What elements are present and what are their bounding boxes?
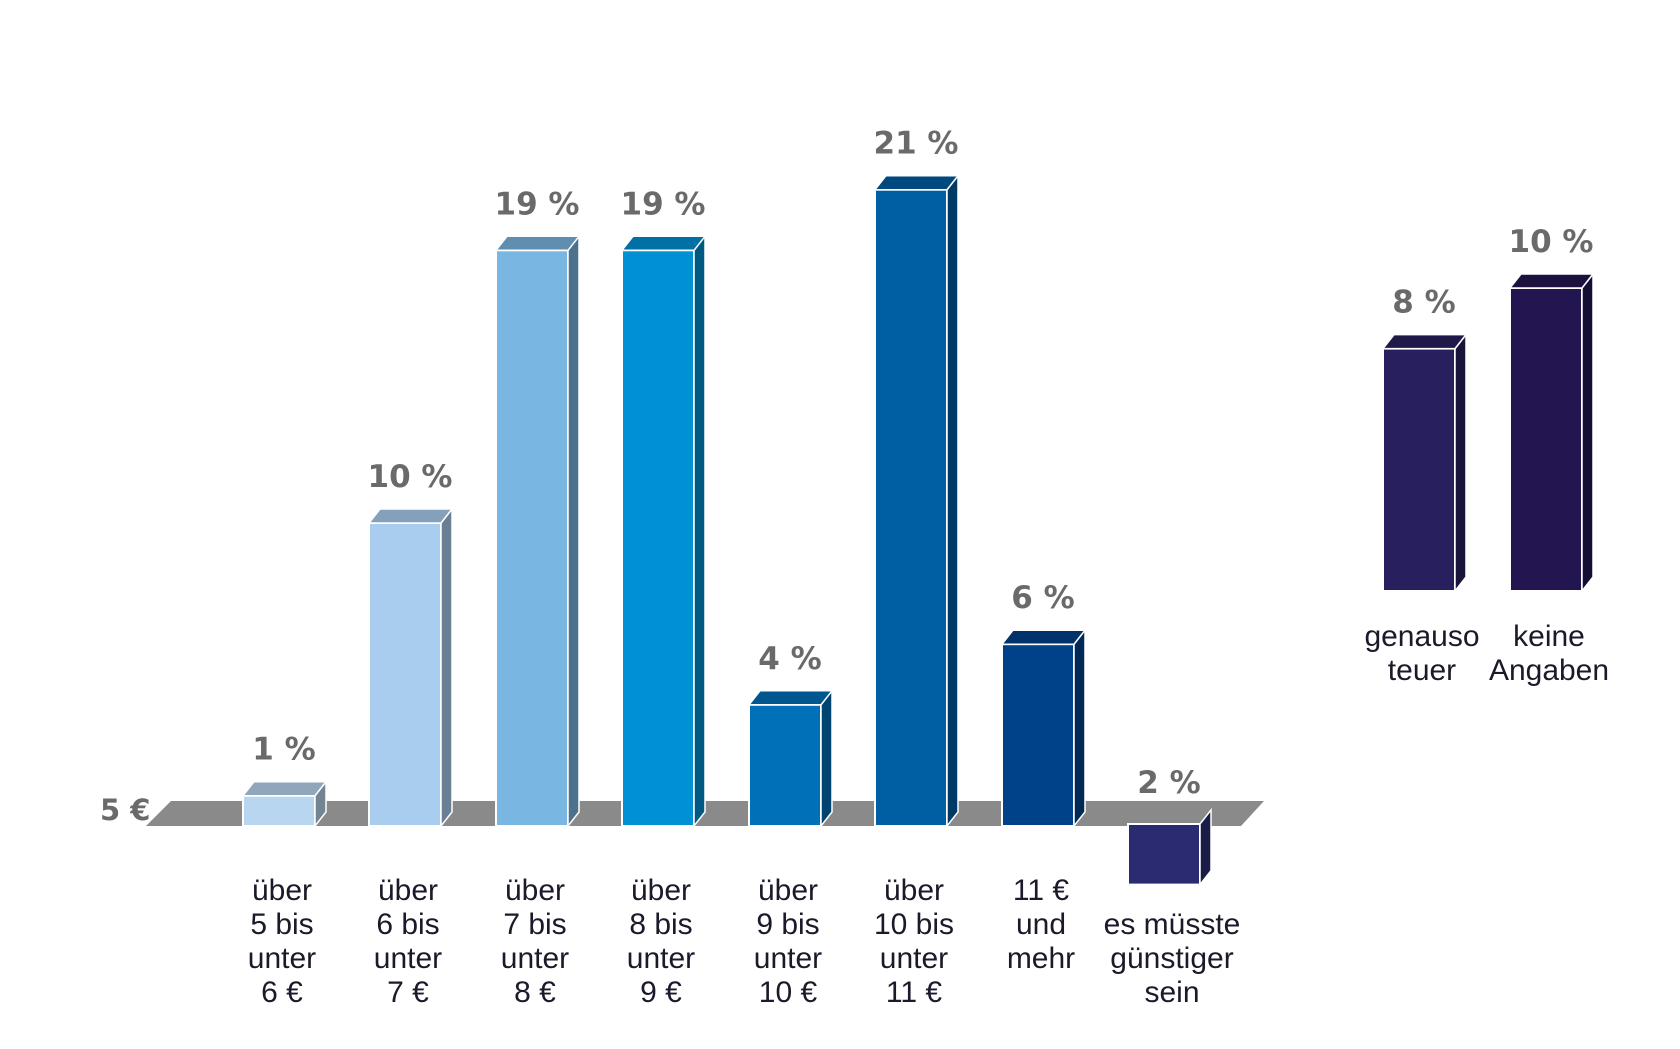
- bar-side-face: [693, 234, 706, 829]
- category-label-line: über: [884, 874, 944, 907]
- category-label-line: unter: [374, 942, 442, 975]
- category-label: über 10 bis unter 11 €: [874, 874, 954, 1009]
- category-label-line: unter: [627, 942, 695, 975]
- bar-front-face: [495, 249, 569, 828]
- category-label: über 7 bis unter 8 €: [501, 874, 569, 1009]
- bar-side-face: [1073, 628, 1086, 829]
- axis-base-label: 5 €: [100, 793, 150, 827]
- bar-top-face: [1508, 273, 1595, 289]
- value-label: 4 %: [758, 641, 821, 677]
- bar-top-face: [1000, 629, 1087, 645]
- bars: [241, 173, 1595, 829]
- category-label-line: 6 bis: [376, 908, 439, 941]
- bar-front-face: [368, 522, 442, 827]
- bar-top-face: [367, 508, 454, 524]
- category-label-line: 8 €: [514, 976, 556, 1009]
- value-label: 19 %: [621, 186, 706, 222]
- bar-top-face: [873, 174, 960, 191]
- bar-side-face: [820, 688, 833, 829]
- category-label-line: unter: [754, 942, 822, 975]
- category-label-line: 10 €: [759, 976, 818, 1009]
- category-label-line: 6 €: [261, 976, 303, 1009]
- category-label: über 9 bis unter 10 €: [754, 874, 822, 1009]
- category-label-line: über: [378, 874, 438, 907]
- category-label: über 5 bis unter 6 €: [248, 874, 316, 1009]
- bar-side-face: [946, 173, 959, 829]
- bar-8: [1127, 807, 1212, 887]
- category-label-line: 11 €: [1013, 874, 1069, 907]
- category-label-line: 8 bis: [629, 908, 692, 941]
- value-label: 1 %: [252, 732, 315, 768]
- category-label: über 8 bis unter 9 €: [627, 874, 695, 1009]
- bar-front-face: [1509, 287, 1583, 592]
- bar-6: [873, 173, 960, 829]
- category-label-line: und: [1016, 908, 1066, 941]
- category-label: genauso teuer: [1364, 620, 1479, 687]
- category-label-line: 11 €: [886, 976, 942, 1009]
- bar-4: [620, 234, 707, 829]
- bar-side-face: [1581, 271, 1594, 594]
- bar-front-face: [748, 703, 822, 827]
- bar-top-face: [1381, 333, 1468, 350]
- category-label: 11 € und mehr: [1007, 874, 1075, 975]
- bar-side-face: [1454, 332, 1467, 594]
- bar-3: [494, 234, 581, 829]
- bar-1: [241, 779, 328, 829]
- bar-2: [367, 506, 454, 829]
- category-label-line: über: [758, 874, 818, 907]
- bar-front-face: [242, 794, 316, 828]
- category-label-line: sein: [1144, 976, 1199, 1009]
- category-label-line: über: [252, 874, 312, 907]
- category-label-line: 7 €: [387, 976, 429, 1009]
- category-label-line: unter: [248, 942, 316, 975]
- bar-side-face: [440, 506, 453, 829]
- category-label: keine Angaben: [1489, 620, 1609, 687]
- category-label-line: Angaben: [1489, 654, 1609, 687]
- value-label: 19 %: [495, 186, 580, 222]
- category-label-line: genauso: [1364, 620, 1479, 653]
- category-label-line: unter: [880, 942, 948, 975]
- category-label-line: es müsste: [1104, 908, 1241, 941]
- category-label-line: 10 bis: [874, 908, 954, 941]
- bar-7: [1000, 628, 1087, 829]
- value-label: 10 %: [368, 459, 453, 495]
- value-label: 10 %: [1509, 224, 1594, 260]
- category-label: über 6 bis unter 7 €: [374, 874, 442, 1009]
- bar-top-face: [494, 235, 581, 252]
- category-label-line: keine: [1513, 620, 1585, 653]
- category-label-line: 9 bis: [756, 908, 819, 941]
- category-label-line: 7 bis: [503, 908, 566, 941]
- bar-front-face: [621, 249, 695, 828]
- bar-top-face: [620, 235, 707, 252]
- value-label: 6 %: [1011, 580, 1074, 616]
- bar-top-face: [747, 690, 834, 706]
- bar-side-face: [1199, 807, 1212, 887]
- category-label: es müsste günstiger sein: [1104, 908, 1241, 1009]
- category-label-line: mehr: [1007, 942, 1075, 975]
- bar-front-face: [1001, 643, 1075, 828]
- category-label-line: unter: [501, 942, 569, 975]
- bar-10: [1508, 271, 1595, 594]
- bar-front-face: [1127, 823, 1201, 886]
- bars-below-floor: [1127, 807, 1212, 887]
- category-label-line: günstiger: [1110, 942, 1233, 975]
- category-label-line: teuer: [1388, 654, 1456, 687]
- value-label: 8 %: [1392, 285, 1455, 321]
- labels: 1 %über 5 bis unter 6 €10 %über 6 bis unter 7 …: [248, 126, 1609, 1009]
- category-label-line: über: [505, 874, 565, 907]
- bar-front-face: [874, 188, 948, 827]
- bar-front-face: [1382, 347, 1456, 592]
- category-label-line: über: [631, 874, 691, 907]
- category-label-line: 5 bis: [250, 908, 313, 941]
- bar-9: [1381, 332, 1468, 594]
- category-label-line: 9 €: [640, 976, 682, 1009]
- value-label: 2 %: [1137, 765, 1200, 801]
- bar-side-face: [567, 234, 580, 829]
- bar-top-face: [241, 780, 328, 797]
- value-label: 21 %: [874, 126, 959, 162]
- bar-5: [747, 688, 834, 829]
